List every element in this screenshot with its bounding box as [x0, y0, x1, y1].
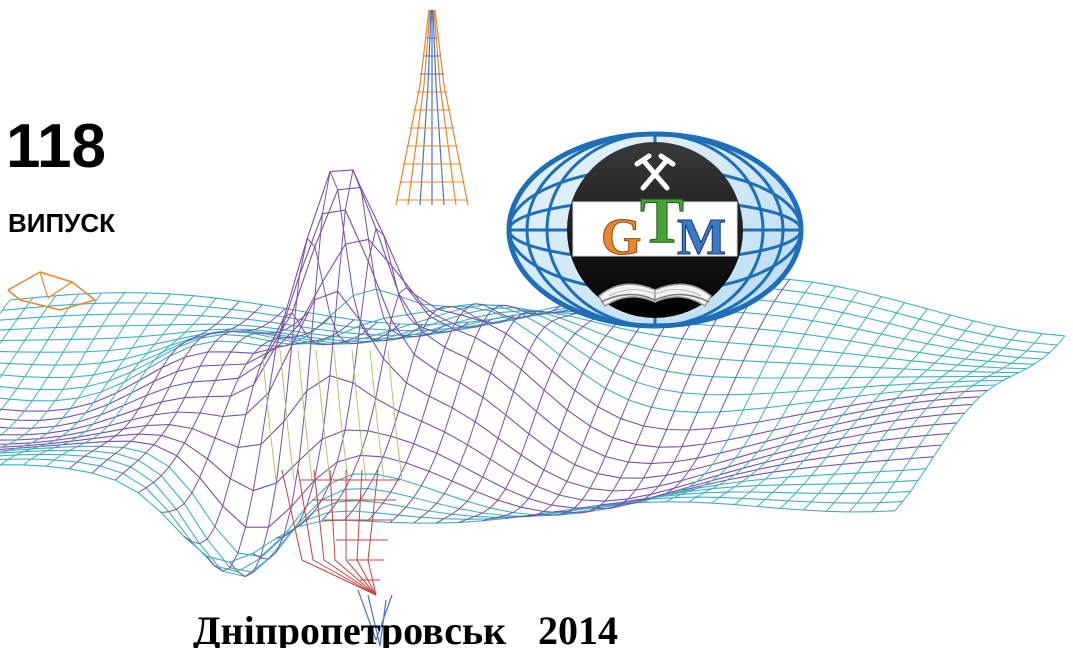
mesh-line	[734, 302, 905, 505]
issue-label: ВИПУСК	[8, 208, 115, 238]
gtm-logo: G T M	[506, 131, 804, 329]
mesh-line	[413, 300, 584, 524]
mesh-line	[848, 330, 1020, 513]
mesh-line	[344, 305, 515, 521]
mesh-line	[0, 297, 34, 345]
mesh-line	[779, 314, 951, 509]
mesh-line	[298, 228, 469, 527]
mesh-line	[573, 277, 745, 510]
mesh-line	[0, 293, 171, 466]
mesh-line	[871, 333, 1043, 513]
logo-letter-t: T	[640, 184, 684, 257]
mesh-line	[802, 320, 974, 511]
mesh-line	[321, 286, 492, 522]
mesh-line	[23, 295, 194, 466]
mesh-line	[252, 171, 424, 560]
mesh-line	[688, 290, 860, 503]
mesh-line	[0, 299, 11, 315]
mesh-line	[434, 9, 469, 206]
mesh-line	[407, 9, 431, 206]
mesh-line	[387, 349, 403, 481]
mesh-line	[114, 308, 286, 481]
mesh-line	[894, 335, 1066, 512]
mesh-line	[281, 469, 377, 596]
mesh-line	[619, 279, 791, 505]
footer-year: 2014	[538, 608, 618, 648]
mesh-line	[183, 319, 355, 545]
mesh-line	[369, 349, 385, 481]
mesh-line	[0, 238, 988, 431]
mesh-line	[0, 449, 919, 573]
mesh-line	[390, 304, 561, 523]
mesh-line	[0, 453, 911, 578]
mesh-line	[596, 277, 768, 507]
mesh-line	[367, 594, 387, 647]
mesh-line	[432, 9, 445, 206]
open-book-icon	[598, 283, 712, 308]
mesh-line	[206, 312, 378, 572]
mesh-line	[436, 295, 607, 524]
mesh-line	[0, 292, 126, 449]
mesh-line	[261, 349, 277, 481]
mesh-line	[297, 469, 377, 596]
mesh-line	[279, 349, 295, 481]
logo-letters: G T M	[601, 184, 727, 267]
mesh-line	[825, 325, 997, 512]
mesh-line	[0, 292, 103, 437]
hammer-and-pick-icon	[634, 153, 676, 191]
mesh-line	[757, 308, 928, 507]
mesh-line	[357, 589, 393, 641]
mesh-line	[161, 316, 332, 513]
mesh-line	[642, 281, 814, 503]
logo-letter-g: G	[601, 209, 641, 266]
mesh-line	[351, 349, 367, 481]
mesh-line	[7, 271, 96, 311]
mesh-line	[315, 349, 331, 481]
mesh-line	[68, 300, 240, 470]
mesh-line	[0, 293, 80, 412]
mesh-line	[711, 296, 882, 504]
logo-letter-m: M	[677, 209, 726, 266]
mesh-line	[0, 458, 903, 573]
mesh-line	[0, 292, 148, 454]
mesh-line	[0, 295, 57, 379]
mesh-line	[333, 349, 349, 481]
mesh-line	[395, 9, 430, 206]
mesh-line	[46, 297, 217, 467]
mesh-line	[419, 9, 432, 206]
footer-city: Дніпропетровськ	[193, 608, 507, 648]
mesh-line	[275, 169, 447, 539]
mesh-line	[229, 238, 401, 577]
mesh-line	[433, 9, 457, 206]
mesh-line	[91, 304, 263, 474]
mesh-line	[297, 349, 313, 481]
mesh-line	[39, 271, 73, 299]
issue-number: 118	[6, 112, 107, 181]
mesh-line	[0, 209, 965, 479]
mesh-line	[367, 303, 538, 522]
mesh-line	[665, 285, 837, 503]
